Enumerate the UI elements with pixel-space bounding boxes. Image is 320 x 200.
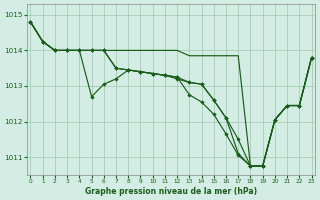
- X-axis label: Graphe pression niveau de la mer (hPa): Graphe pression niveau de la mer (hPa): [85, 187, 257, 196]
